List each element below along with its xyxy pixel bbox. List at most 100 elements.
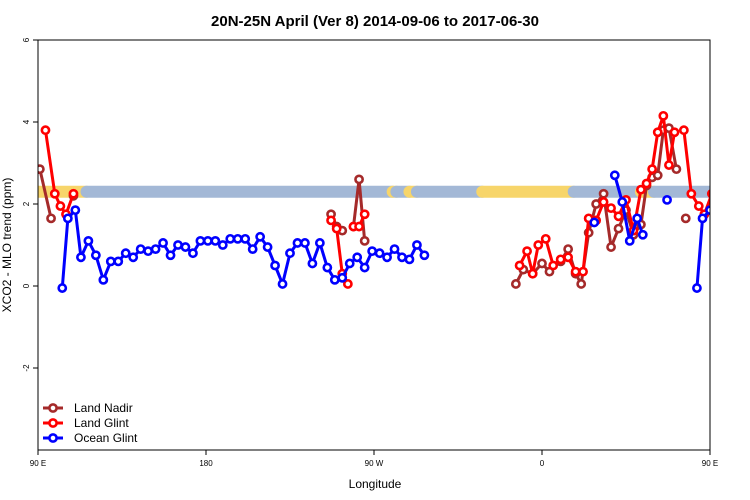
data-point: [331, 223, 342, 234]
data-point: [563, 252, 574, 263]
data-point: [576, 279, 587, 289]
data-point: [636, 184, 646, 195]
data-point: [68, 188, 79, 199]
y-tick-label: 6: [22, 37, 31, 42]
data-point: [382, 252, 392, 263]
data-point: [57, 283, 68, 293]
data-point: [613, 223, 624, 234]
data-point: [533, 240, 544, 250]
data-point: [609, 170, 620, 181]
data-point: [180, 242, 191, 252]
data-point: [307, 258, 318, 269]
data-point: [255, 231, 266, 242]
data-point: [40, 125, 51, 136]
data-point: [158, 238, 168, 248]
data-point: [652, 127, 663, 138]
plot-area: [38, 110, 710, 293]
y-tick-label: -2: [22, 364, 31, 372]
data-point: [210, 235, 221, 246]
data-point: [669, 127, 680, 138]
legend-marker: [48, 433, 58, 443]
data-point: [98, 274, 109, 285]
data-point: [548, 260, 559, 271]
data-point: [613, 211, 624, 222]
data-point: [652, 170, 663, 181]
legend-label: Ocean Glint: [74, 431, 138, 445]
data-point: [300, 238, 310, 248]
data-point: [195, 235, 206, 246]
data-point: [337, 272, 348, 283]
x-tick-label: 0: [540, 459, 545, 468]
data-point: [38, 164, 45, 175]
data-point: [70, 205, 81, 216]
series-ocean-glint: [57, 170, 710, 293]
data-point: [165, 250, 176, 261]
data-point: [412, 240, 422, 250]
data-point: [150, 244, 161, 254]
data-point: [292, 238, 303, 248]
y-axis-label: XCO2 - MLO trend (ppm): [0, 178, 14, 313]
data-point: [537, 258, 547, 269]
data-point: [705, 205, 710, 216]
data-point: [314, 238, 325, 248]
legend-marker: [48, 418, 58, 428]
data-point: [693, 201, 704, 211]
data-point: [522, 246, 532, 257]
data-point: [389, 244, 400, 254]
data-point: [555, 254, 566, 265]
data-point: [359, 262, 370, 273]
data-point: [49, 188, 60, 199]
data-point: [232, 233, 243, 244]
data-point: [90, 250, 101, 261]
data-point: [606, 203, 616, 213]
x-axis: 90 E 180 90 W 0 90 E: [30, 450, 718, 468]
data-point: [510, 279, 521, 289]
x-tick-label: 180: [199, 459, 213, 468]
data-point: [326, 215, 336, 226]
data-point: [240, 233, 251, 244]
data-point: [664, 160, 674, 170]
data-point: [697, 213, 708, 224]
data-point: [359, 235, 370, 246]
data-point: [419, 250, 430, 261]
y-axis: -2 0 2 4 6: [22, 37, 38, 372]
data-point: [514, 260, 525, 271]
data-point: [647, 164, 658, 175]
data-point: [540, 233, 551, 244]
data-point: [632, 213, 643, 224]
data-point: [262, 242, 273, 252]
y-tick-label: 2: [22, 201, 31, 206]
data-point: [225, 233, 236, 244]
data-point: [46, 213, 56, 224]
data-point: [285, 248, 295, 259]
data-point: [202, 235, 213, 246]
data-point: [83, 235, 94, 246]
data-point: [570, 266, 581, 277]
data-point: [641, 178, 652, 189]
legend-label: Land Nadir: [74, 401, 133, 415]
data-point: [563, 244, 574, 254]
data-point: [113, 256, 124, 267]
data-point: [342, 279, 353, 289]
data-point: [367, 246, 378, 257]
data-point: [270, 260, 280, 271]
data-point: [662, 194, 672, 205]
series-line: [38, 168, 53, 219]
data-point: [76, 252, 86, 263]
data-point: [692, 283, 702, 293]
data-point: [135, 244, 146, 254]
data-point: [322, 262, 333, 273]
data-point: [671, 164, 682, 175]
data-point: [352, 252, 363, 263]
data-point: [404, 254, 415, 265]
data-point: [589, 217, 600, 228]
data-point: [624, 235, 635, 246]
data-point: [658, 110, 669, 121]
data-point: [706, 189, 710, 199]
data-point: [359, 209, 370, 220]
x-tick-label: 90 W: [365, 459, 384, 468]
data-point: [62, 213, 73, 224]
data-point: [598, 188, 609, 199]
